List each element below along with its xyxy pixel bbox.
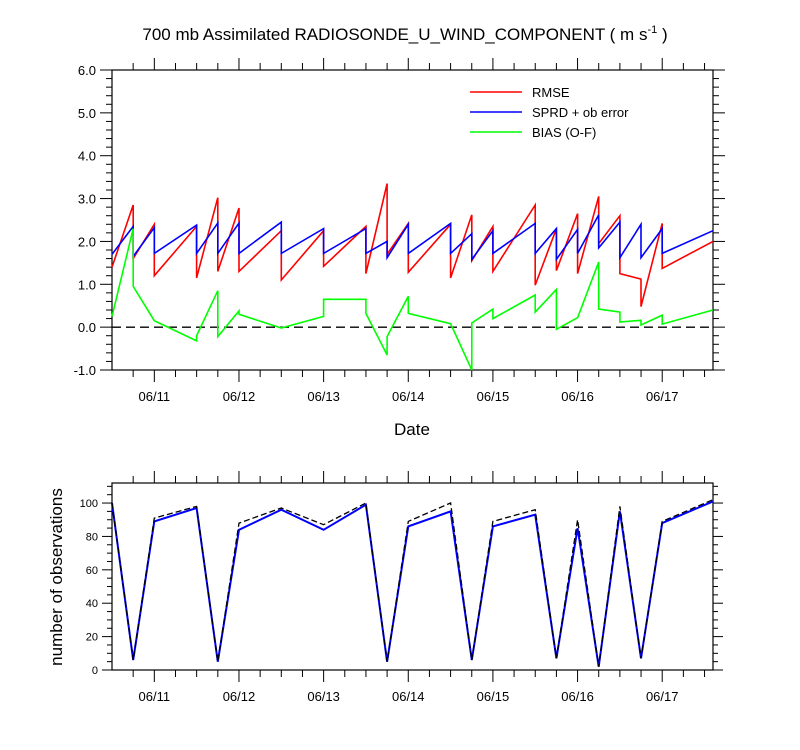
bottom-x-tick-label: 06/11 xyxy=(139,689,171,704)
chart-title: 700 mb Assimilated RADIOSONDE_U_WIND_COM… xyxy=(142,24,667,44)
top-x-tick-label: 06/14 xyxy=(392,389,425,404)
bottom-y-tick-label: 20 xyxy=(86,632,98,644)
bottom-x-tick-label: 06/17 xyxy=(646,689,679,704)
top-x-tick-label: 06/11 xyxy=(139,389,171,404)
bottom-y-tick-label: 100 xyxy=(80,498,98,510)
bottom-x-axis: 06/11 06/12 06/13 06/14 06/15 06/16 06/17 xyxy=(132,471,706,704)
bottom-x-tick-label: 06/12 xyxy=(223,689,256,704)
top-x-tick-label: 06/12 xyxy=(223,389,256,404)
top-x-tick-label: 06/16 xyxy=(561,389,594,404)
top-y-tick-label: 5.0 xyxy=(78,106,96,121)
legend-sprd-label: SPRD + ob error xyxy=(532,105,629,120)
bottom-y-tick-label: 80 xyxy=(86,531,98,543)
bottom-x-tick-label: 06/15 xyxy=(477,689,510,704)
top-y-tick-label: -1.0 xyxy=(74,363,96,378)
bottom-plot-frame xyxy=(111,482,714,671)
sprd-line xyxy=(111,214,714,262)
bottom-y-axis: 0 20 40 60 80 100 xyxy=(80,485,723,677)
top-y-tick-label: 1.0 xyxy=(78,277,96,292)
bottom-x-tick-label: 06/16 xyxy=(561,689,594,704)
top-plot-frame xyxy=(111,69,714,371)
legend-bias-label: BIAS (O-F) xyxy=(532,125,596,140)
bottom-series-group xyxy=(111,499,714,667)
top-y-tick-label: 6.0 xyxy=(78,63,96,78)
top-y-tick-label: 3.0 xyxy=(78,192,96,207)
bottom-y-tick-label: 40 xyxy=(86,598,98,610)
bottom-x-tick-label: 06/13 xyxy=(307,689,340,704)
top-x-tick-label: 06/13 xyxy=(307,389,340,404)
bottom-y-tick-label: 0 xyxy=(92,665,98,677)
top-y-tick-label: 2.0 xyxy=(78,234,96,249)
top-series-group xyxy=(111,183,714,371)
top-x-axis: 06/11 06/12 06/13 06/14 06/15 06/16 06/17 xyxy=(132,58,706,404)
top-y-tick-label: 4.0 xyxy=(78,149,96,164)
legend: RMSE SPRD + ob error BIAS (O-F) xyxy=(470,85,629,140)
x-axis-title: Date xyxy=(394,420,430,439)
bottom-y-tick-label: 60 xyxy=(86,565,98,577)
top-y-axis: -1.0 0.0 1.0 2.0 3.0 4.0 5.0 6.0 xyxy=(74,63,725,378)
top-x-tick-label: 06/17 xyxy=(646,389,679,404)
legend-rmse-label: RMSE xyxy=(532,85,570,100)
observations-possible-line xyxy=(111,499,714,667)
rmse-line xyxy=(111,183,714,307)
top-x-tick-label: 06/15 xyxy=(477,389,510,404)
bias-line xyxy=(111,228,714,371)
top-y-tick-label: 0.0 xyxy=(78,320,96,335)
bottom-x-tick-label: 06/14 xyxy=(392,689,425,704)
y-axis-title-observations: number of observations xyxy=(47,488,66,666)
